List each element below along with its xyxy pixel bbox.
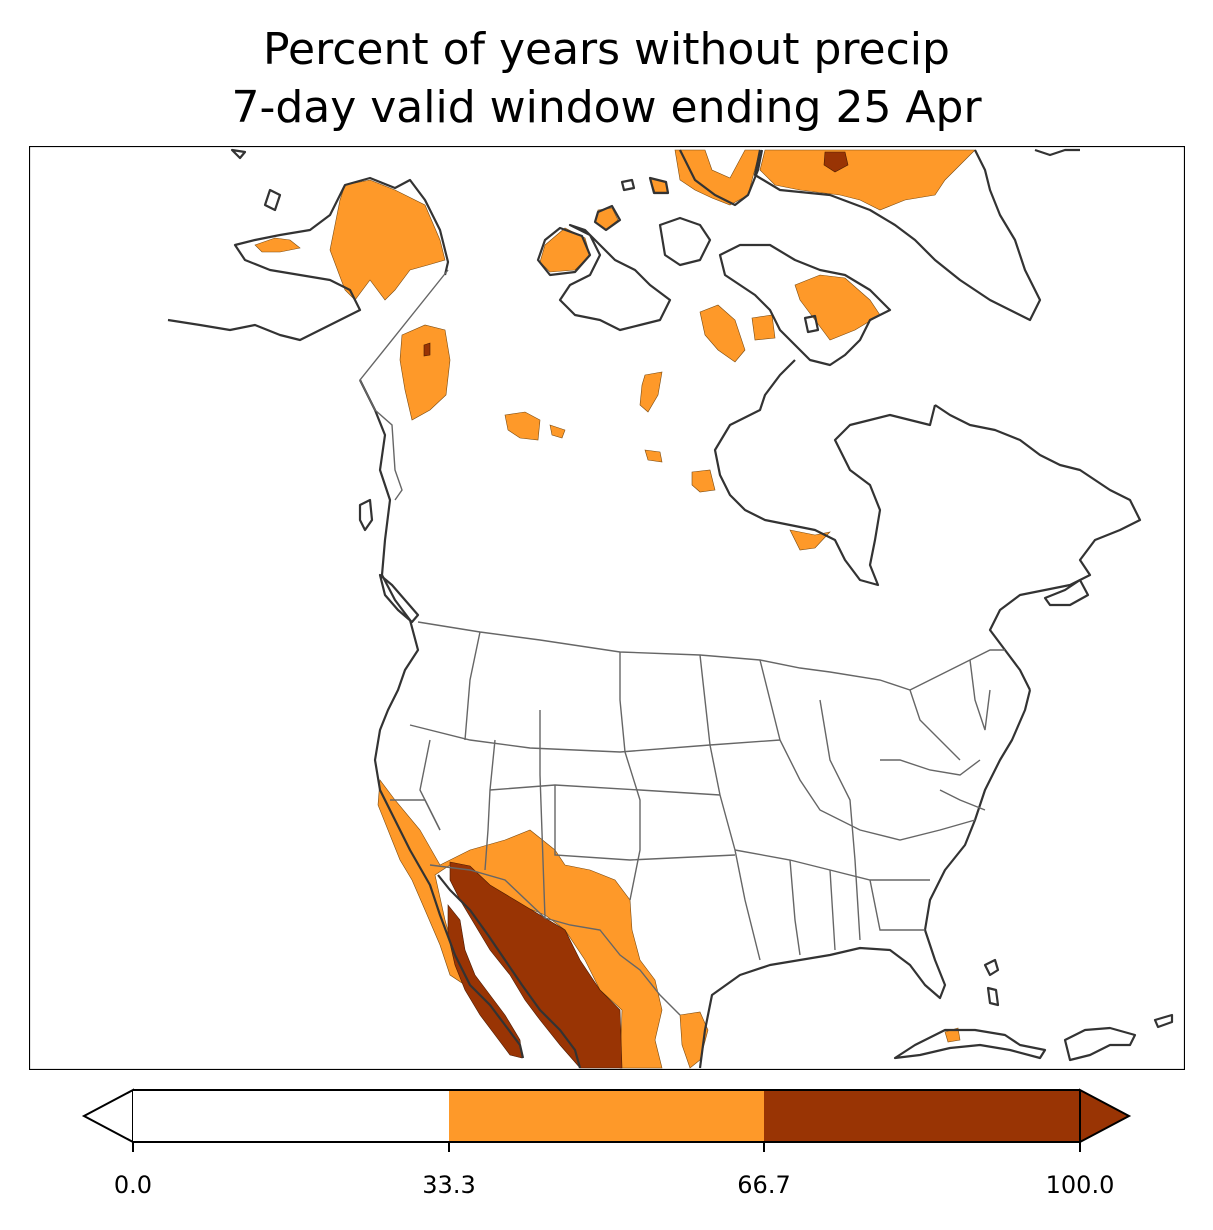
border-state-11 (759, 659, 781, 741)
colorbar-bin-low (133, 1090, 449, 1142)
coast-hudson-bay (713, 359, 937, 587)
coast-small-island-4 (620, 178, 636, 192)
region-alaska-west (254, 237, 301, 253)
borders (359, 269, 1005, 1016)
region-alaska-north (329, 179, 446, 301)
coast-ellesmere (679, 149, 764, 207)
border-state-7 (489, 784, 721, 796)
border-state-3 (484, 739, 496, 871)
region-mexico-sierra (449, 861, 623, 1069)
colorbar-extend-high (1079, 1088, 1132, 1144)
colorbar-tick-label-2: 66.7 (737, 1171, 790, 1199)
border-state-9 (779, 739, 976, 841)
border-state-19 (464, 631, 481, 741)
coast-small-island-1 (593, 204, 622, 232)
colorbar-extend-low (81, 1088, 134, 1144)
coast-baffin (718, 243, 892, 367)
coast-atlantic-north (934, 404, 1142, 691)
region-yukon-spot (423, 342, 431, 357)
coast-gulf-mexico (698, 689, 1032, 1069)
region-nwt-1 (504, 411, 541, 441)
colorbar-bin-high (764, 1090, 1080, 1142)
border-state-18 (969, 659, 991, 731)
colorbar: 0.0 33.3 66.7 100.0 (81, 1088, 1132, 1199)
colorbar-tick-label-3: 100.0 (1046, 1171, 1115, 1199)
coast-aleutian (263, 188, 282, 212)
region-baffin-3 (794, 274, 881, 341)
coast-small-island-5 (230, 148, 247, 160)
border-state-10 (819, 699, 861, 941)
border-state-4 (539, 710, 546, 919)
shading-high-range (423, 151, 849, 1069)
border-state-20 (390, 799, 441, 831)
map-frame (29, 146, 1185, 1070)
shading-mid-range (254, 149, 976, 1069)
border-us-mexico (429, 864, 681, 1016)
coast-arctic-island-a (558, 223, 672, 332)
region-hudson (691, 469, 716, 493)
coast-cuba (893, 1028, 1047, 1060)
border-state-17 (909, 689, 961, 761)
region-greenland-north (759, 149, 976, 211)
coast-greenland (753, 149, 1042, 322)
region-greenland-spot (823, 151, 849, 173)
colorbar-tick-label-0: 0.0 (114, 1171, 152, 1199)
coast-pacific (359, 379, 525, 1059)
coast-bahamas (986, 986, 1000, 1007)
coast-florida-keys (983, 958, 1000, 977)
coast-small-island-2 (648, 176, 670, 195)
region-james-bay (789, 529, 831, 551)
border-state-16 (869, 879, 925, 931)
coast-small-island-3 (803, 314, 820, 334)
border-state-21 (939, 789, 986, 811)
region-nwt-2 (549, 424, 566, 439)
coast-puerto-rico (1153, 1013, 1174, 1029)
border-alaska-canada (359, 269, 449, 501)
border-us-canada (417, 621, 1005, 691)
coast-alaska-west (167, 176, 450, 342)
map-title-line-2: 7-day valid window ending 25 Apr (231, 82, 982, 133)
border-state-12 (880, 759, 981, 776)
border-state-8 (554, 785, 736, 861)
region-baffin-2 (751, 314, 776, 341)
colorbar-bin-mid (449, 1090, 764, 1142)
coast-newfoundland (1043, 578, 1090, 607)
coast-vancouver-island (378, 573, 420, 624)
region-nunavut-1 (639, 371, 663, 413)
border-state-5 (619, 652, 641, 901)
border-state-1 (409, 724, 781, 753)
region-nunavut-2 (644, 449, 663, 463)
region-baffin-1 (699, 304, 746, 363)
region-yukon (399, 324, 451, 421)
coast-arctic-island-b (536, 226, 592, 277)
coast-baja-inner (437, 874, 582, 1069)
region-ellesmere (674, 149, 761, 206)
coast-small-island-6 (1034, 148, 1080, 157)
coast-arctic-island-c (658, 216, 712, 267)
coast-haida-gwaii (358, 498, 374, 532)
map-panel (29, 146, 1185, 1070)
border-state-14 (789, 859, 801, 956)
coast-hispaniola (1063, 1026, 1137, 1062)
colorbar-tick-label-1: 33.3 (422, 1171, 475, 1199)
coastlines (167, 148, 1174, 1069)
map-title-line-1: Percent of years without precip (263, 24, 950, 75)
border-state-15 (829, 869, 836, 951)
